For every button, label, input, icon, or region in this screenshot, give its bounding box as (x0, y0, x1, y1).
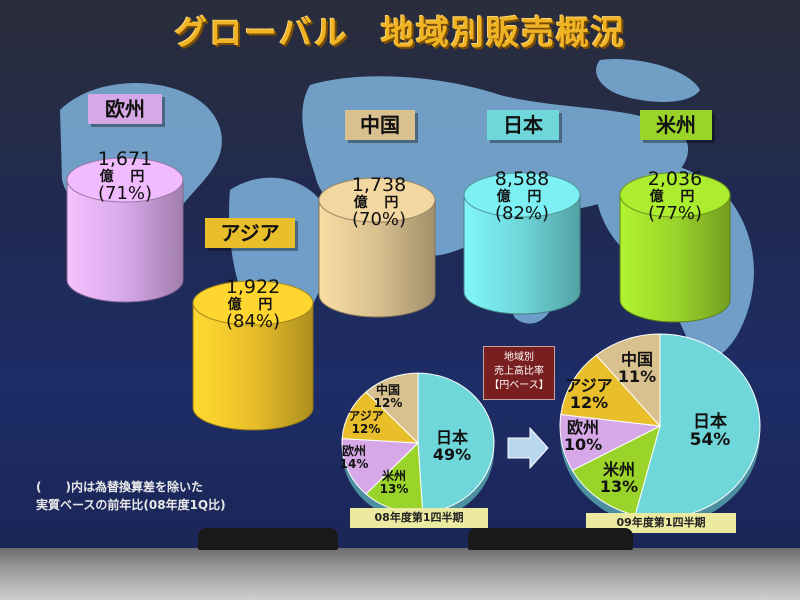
pie08-slice-2 (341, 438, 420, 495)
cylinder-top-europe (66, 157, 184, 203)
pie08-label-asia: アジア 12% (344, 410, 388, 435)
value-europe-amount: 1,671 (97, 148, 153, 170)
pie08-china-value: 12% (373, 395, 403, 410)
pie09-label-asia: アジア 12% (562, 376, 616, 412)
chair-left (198, 528, 338, 550)
cylinder-americas (619, 172, 731, 323)
tag-japan: 日本 (487, 110, 559, 140)
pie08-china-name: 中国 (375, 383, 400, 397)
pie09-label-europe: 欧州 10% (560, 418, 606, 454)
tag-asia: アジア (205, 218, 295, 248)
pie09-asia-value: 12% (569, 392, 609, 412)
value-asia: 1,922 億 円 (84%) (208, 276, 298, 332)
pie08-asia-name: アジア (348, 409, 384, 423)
tag-china: 中国 (345, 110, 415, 140)
pie09-japan-value: 54% (689, 429, 731, 450)
pie08-label-japan: 日本 49% (428, 428, 476, 464)
pie09-label-americas: 米州 13% (594, 460, 644, 496)
tag-europe: 欧州 (88, 94, 162, 124)
cylinder-top-china (318, 177, 436, 223)
value-americas: 2,036 億 円 (77%) (630, 168, 720, 224)
pie08-europe-name: 欧州 (341, 444, 366, 458)
cylinder-top-asia (192, 280, 314, 326)
value-china-ratio: (70%) (351, 208, 407, 230)
pie08-japan-value: 49% (432, 444, 472, 464)
stage-table (0, 548, 800, 600)
pie09-japan-name: 日本 (693, 412, 727, 432)
value-europe-ratio: (71%) (97, 182, 153, 204)
arrow-icon (507, 426, 549, 470)
tag-americas: 米州 (640, 110, 712, 140)
cylinder-china (318, 177, 436, 318)
share-line1: 地域別 (504, 352, 534, 363)
value-japan-ratio: (82%) (494, 202, 550, 224)
share-line3: 【円ベース】 (489, 380, 549, 391)
cylinder-body-americas (619, 194, 731, 323)
caption-08-q1: 08年度第1四半期 (350, 508, 488, 528)
value-europe-unit: 億 円 (99, 168, 151, 185)
cylinder-europe (66, 157, 184, 303)
value-china: 1,738 億 円 (70%) (334, 174, 424, 230)
pie08-label-china: 中国 12% (368, 384, 408, 409)
pie09-europe-name: 欧州 (566, 418, 599, 437)
value-americas-amount: 2,036 (647, 168, 703, 190)
pie09-asia-name: アジア (565, 376, 613, 395)
title-part2: 地域別販売概況 (380, 13, 626, 52)
footnote: ( )内は為替換算差を除いた 実質ベースの前年比(08年度1Q比) (36, 478, 226, 514)
pie08-americas-name: 米州 (381, 469, 406, 483)
pie09-americas-value: 13% (599, 476, 639, 496)
value-americas-ratio: (77%) (647, 202, 703, 224)
pie08-europe-value: 14% (339, 456, 369, 471)
pie08-americas-value: 13% (379, 481, 409, 496)
title-part1: グローバル (174, 13, 349, 52)
footnote-line2: 実質ベースの前年比(08年度1Q比) (36, 498, 226, 512)
cylinder-asia (192, 280, 314, 431)
pie09-europe-value: 10% (563, 434, 603, 454)
cylinder-top-americas (619, 172, 731, 218)
cylinder-japan (463, 172, 581, 315)
pie09-americas-name: 米州 (602, 460, 635, 479)
pie09-china-name: 中国 (620, 350, 653, 369)
pie09-label-china: 中国 11% (612, 350, 662, 386)
pie08-label-europe: 欧州 14% (334, 445, 374, 470)
cylinder-top-japan (463, 172, 581, 218)
value-japan: 8,588 億 円 (82%) (477, 168, 567, 224)
regional-sales-chart (60, 59, 761, 526)
cylinder-body-china (318, 199, 436, 318)
pie08-asia-value: 12% (351, 421, 381, 436)
value-japan-unit: 億 円 (496, 188, 548, 205)
value-japan-amount: 8,588 (494, 168, 550, 190)
pie08-label-americas: 米州 13% (374, 470, 414, 495)
pie08-japan-name: 日本 (435, 428, 468, 447)
slide-title: グローバル 地域別販売概況 (0, 6, 800, 54)
pie08-slice-4 (365, 372, 419, 445)
cylinder-body-japan (463, 194, 581, 315)
value-europe: 1,671 億 円 (71%) (80, 148, 170, 204)
cylinder-body-europe (66, 179, 184, 303)
pie09-china-value: 11% (617, 366, 657, 386)
share-line2: 売上高比率 (494, 366, 544, 377)
chair-right (468, 528, 633, 550)
value-asia-ratio: (84%) (225, 310, 281, 332)
value-china-unit: 億 円 (353, 194, 405, 211)
share-ratio-label: 地域別 売上高比率 【円ベース】 (483, 346, 555, 400)
value-china-amount: 1,738 (351, 174, 407, 196)
pie09-slice-4 (595, 333, 661, 428)
pie09-slice-3 (560, 354, 662, 427)
value-asia-amount: 1,922 (225, 276, 281, 298)
pie09-label-japan: 日本 54% (680, 412, 740, 450)
cylinder-body-asia (192, 302, 314, 431)
pie08-slice-0 (417, 372, 495, 514)
value-americas-unit: 億 円 (649, 188, 701, 205)
value-asia-unit: 億 円 (227, 296, 279, 313)
footnote-line1: ( )内は為替換算差を除いた (36, 480, 203, 494)
